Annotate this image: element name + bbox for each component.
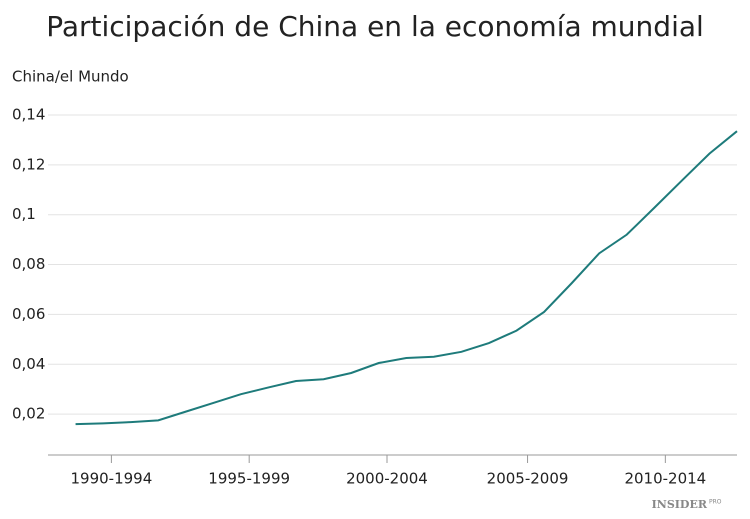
chart-title: Participación de China en la economía mu… <box>46 10 704 43</box>
x-tick-label: 2005-2009 <box>487 470 569 488</box>
line-series <box>75 130 738 426</box>
x-tick-label: 2000-2004 <box>346 470 428 488</box>
logo-suffix: PRO <box>709 499 722 506</box>
x-tick-label: 1995-1999 <box>208 470 290 488</box>
y-tick-label: 0,14 <box>12 106 45 124</box>
y-axis-label: China/el Mundo <box>12 68 129 86</box>
x-tick-label: 1990-1994 <box>71 470 153 488</box>
y-tick-label: 0,06 <box>12 305 45 323</box>
y-tick-label: 0,02 <box>12 405 45 423</box>
y-tick-label: 0,12 <box>12 155 45 173</box>
logo: INSIDER <box>652 498 708 511</box>
y-tick-label: 0,08 <box>12 255 45 273</box>
y-tick-label: 0,04 <box>12 355 45 373</box>
y-tick-label: 0,1 <box>12 205 36 223</box>
x-tick-label: 2010-2014 <box>624 470 706 488</box>
